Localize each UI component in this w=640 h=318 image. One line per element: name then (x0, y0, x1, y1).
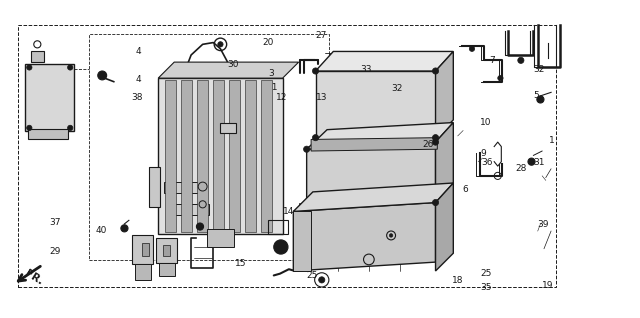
Text: 27: 27 (316, 31, 327, 40)
Circle shape (433, 139, 438, 145)
Text: 37: 37 (49, 218, 60, 227)
Text: 15: 15 (235, 259, 246, 268)
Bar (164, 182, 200, 193)
Bar (156, 238, 177, 263)
Polygon shape (293, 211, 311, 271)
Circle shape (27, 125, 32, 131)
Text: 14: 14 (283, 207, 294, 216)
Circle shape (498, 75, 503, 81)
Polygon shape (158, 62, 299, 78)
Text: 19: 19 (542, 281, 554, 290)
Circle shape (121, 225, 128, 232)
Bar (28, 129, 68, 140)
Text: 25: 25 (480, 269, 492, 278)
Circle shape (433, 135, 438, 141)
Text: 12: 12 (276, 93, 287, 102)
Text: 9: 9 (480, 149, 486, 158)
Polygon shape (229, 80, 240, 232)
Text: FR.: FR. (23, 268, 45, 287)
Polygon shape (158, 78, 283, 234)
Circle shape (196, 223, 204, 230)
Polygon shape (436, 122, 453, 209)
Text: 5: 5 (533, 91, 539, 100)
Polygon shape (436, 52, 453, 138)
Bar (142, 243, 149, 256)
Circle shape (319, 277, 325, 283)
Text: 31: 31 (533, 158, 545, 167)
Text: 4: 4 (135, 75, 141, 84)
Polygon shape (181, 80, 192, 232)
Text: 36: 36 (482, 158, 493, 167)
Circle shape (218, 42, 223, 47)
Bar (89, 34, 329, 260)
Circle shape (433, 199, 438, 206)
Text: 32: 32 (391, 84, 403, 93)
Text: 4: 4 (135, 47, 141, 56)
Text: 13: 13 (316, 93, 328, 102)
Circle shape (277, 244, 284, 251)
Bar (163, 245, 170, 256)
Text: 29: 29 (50, 247, 61, 256)
Text: 10: 10 (480, 118, 492, 127)
Polygon shape (316, 52, 453, 71)
Circle shape (518, 57, 524, 64)
Polygon shape (245, 80, 256, 232)
Polygon shape (261, 80, 272, 232)
Text: 34: 34 (197, 97, 209, 106)
Circle shape (27, 65, 32, 70)
Text: 1: 1 (549, 136, 555, 145)
Bar (159, 263, 175, 276)
Text: 30: 30 (228, 60, 239, 69)
Circle shape (312, 135, 319, 141)
Bar (220, 122, 236, 133)
Bar (135, 264, 151, 280)
Circle shape (433, 68, 438, 74)
Text: 18: 18 (452, 276, 463, 285)
Polygon shape (316, 71, 436, 138)
Text: 38: 38 (132, 93, 143, 102)
Polygon shape (307, 122, 453, 149)
Bar (268, 220, 288, 234)
Circle shape (537, 96, 544, 103)
Polygon shape (213, 80, 224, 232)
Text: 25: 25 (307, 271, 318, 280)
Circle shape (274, 240, 288, 254)
Bar (25, 64, 74, 131)
Circle shape (389, 234, 393, 237)
Polygon shape (165, 80, 176, 232)
Text: 6: 6 (462, 185, 468, 194)
Text: 35: 35 (480, 283, 492, 292)
Circle shape (303, 146, 310, 152)
Bar (173, 204, 209, 215)
Circle shape (312, 68, 319, 74)
Text: 26: 26 (422, 140, 433, 149)
Polygon shape (293, 203, 436, 271)
Polygon shape (197, 80, 208, 232)
Text: 11: 11 (267, 82, 278, 92)
Polygon shape (293, 183, 453, 211)
Bar (132, 235, 153, 264)
Text: 40: 40 (95, 226, 106, 236)
Text: 39: 39 (537, 220, 548, 229)
Bar (207, 229, 234, 247)
Bar (149, 167, 160, 207)
Text: 20: 20 (262, 38, 273, 47)
Text: 32: 32 (533, 65, 545, 74)
Polygon shape (307, 142, 436, 198)
Circle shape (528, 158, 535, 165)
Text: 33: 33 (360, 65, 371, 74)
Circle shape (98, 71, 107, 80)
Text: 28: 28 (516, 164, 527, 173)
Circle shape (68, 65, 73, 70)
Polygon shape (311, 138, 437, 151)
Circle shape (469, 46, 475, 52)
Text: 7: 7 (489, 56, 495, 65)
Circle shape (68, 125, 73, 131)
Polygon shape (436, 183, 453, 271)
Bar (31, 52, 44, 62)
Text: 3: 3 (268, 69, 274, 78)
